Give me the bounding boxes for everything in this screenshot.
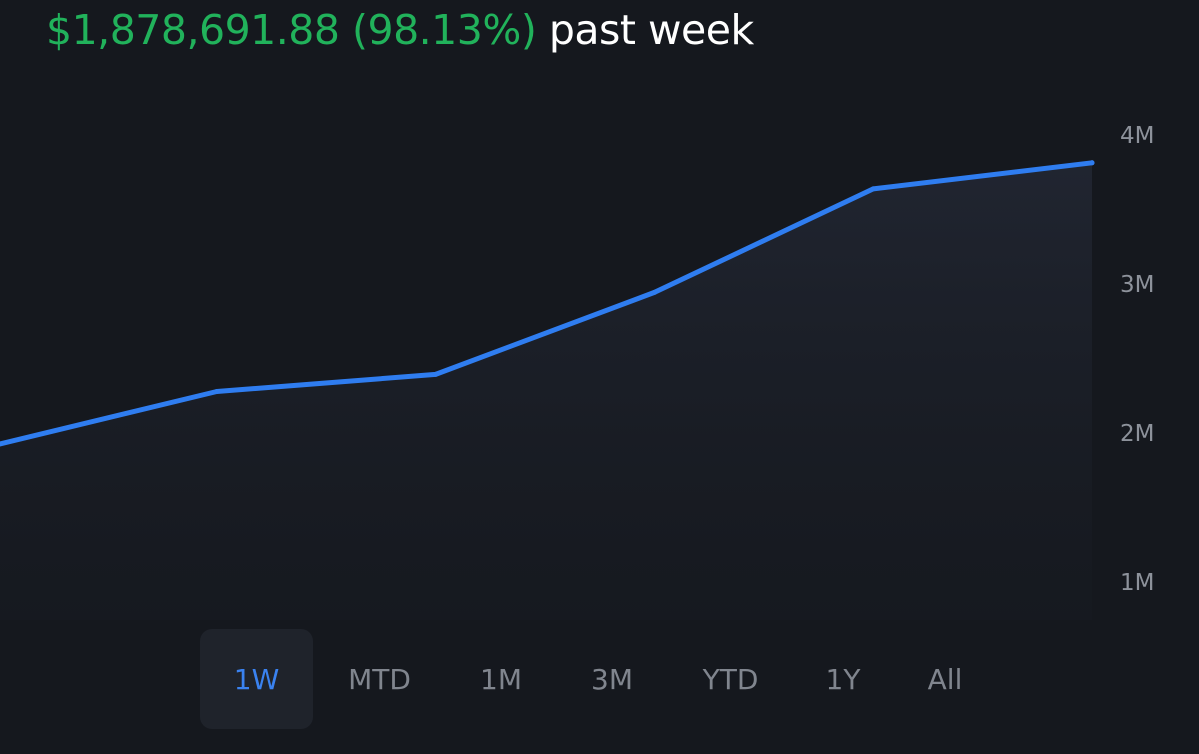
- data-point-2: [214, 389, 220, 395]
- period-label: past week: [548, 6, 754, 54]
- portfolio-chart: 4M 3M 2M 1M: [0, 123, 1154, 620]
- chart-line: [0, 160, 1095, 447]
- range-tab-1w[interactable]: 1W: [200, 629, 313, 729]
- chart-area: [0, 162, 1092, 620]
- time-range-selector: 1W MTD 1M 3M YTD 1Y All: [200, 629, 997, 729]
- y-tick-label: 2M: [1120, 421, 1154, 447]
- data-point-6: [1089, 160, 1095, 166]
- range-tab-mtd[interactable]: MTD: [348, 662, 411, 696]
- gain-value: $1,878,691.88 (98.13%): [46, 6, 537, 54]
- performance-headline: $1,878,691.88 (98.13%) past week: [46, 2, 754, 58]
- data-point-1: [0, 442, 1, 446]
- range-tab-1m[interactable]: 1M: [480, 662, 522, 696]
- y-tick-label: 3M: [1120, 272, 1154, 298]
- data-point-4: [651, 289, 657, 295]
- range-tab-1y[interactable]: 1Y: [825, 662, 861, 696]
- y-tick-label: 1M: [1120, 570, 1154, 596]
- range-tab-3m[interactable]: 3M: [591, 662, 633, 696]
- y-tick-label: 4M: [1120, 123, 1154, 149]
- range-tab-ytd[interactable]: YTD: [702, 662, 759, 696]
- data-point-5: [870, 186, 876, 192]
- range-tab-all[interactable]: All: [927, 662, 963, 696]
- data-point-3: [433, 371, 439, 377]
